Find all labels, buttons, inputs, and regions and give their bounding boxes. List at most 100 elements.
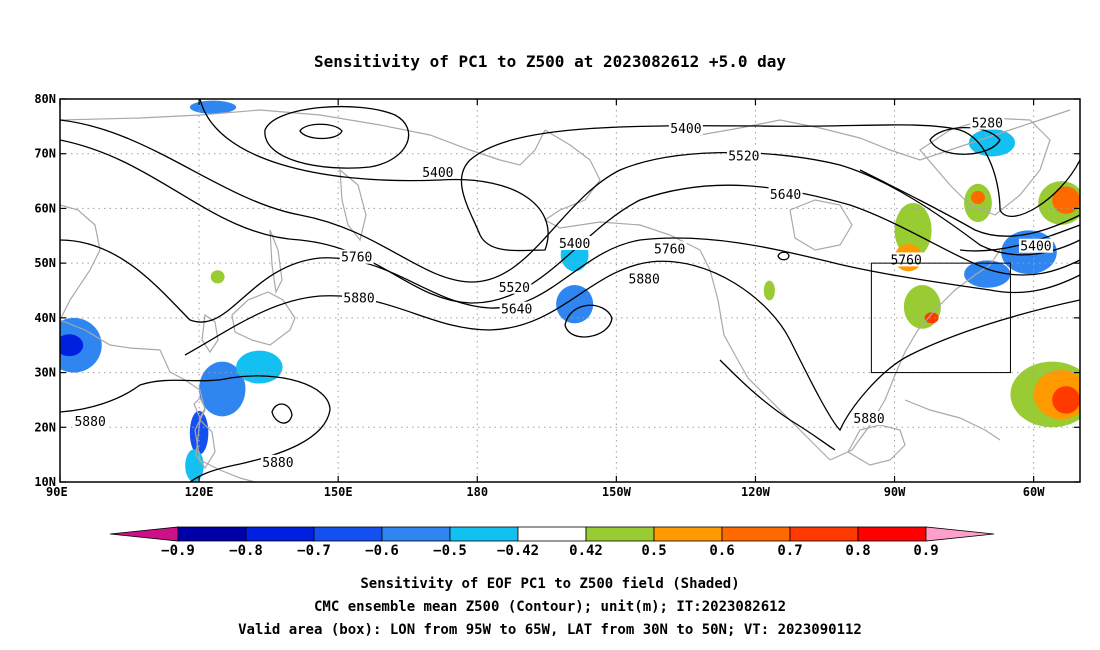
contour-inner-low: [299, 123, 343, 140]
sensitivity-patch-21: [1052, 186, 1080, 214]
contour-label: 5400: [422, 166, 453, 181]
coastline-canada-arctic: [699, 109, 1071, 161]
colorbar-box: [517, 526, 587, 542]
colorbar-label: 0.7: [777, 543, 802, 559]
x-tick-label: 90E: [46, 485, 68, 499]
coastline-siberia: [60, 109, 546, 166]
x-tick-label: 60W: [1023, 485, 1045, 499]
colorbar-box: [177, 526, 247, 542]
coastline-japan: [231, 291, 296, 346]
coastline-gulf: [847, 424, 906, 466]
y-tick-label: 80N: [34, 92, 56, 106]
sensitivity-patch-14: [894, 202, 932, 258]
contour-label-bg: [499, 301, 534, 316]
contour-small-center: [271, 403, 293, 424]
x-tick-label: 120E: [185, 485, 214, 499]
colorbar-label: 0.6: [709, 543, 734, 559]
sensitivity-patch-1: [60, 334, 84, 357]
colorbar-label: −0.6: [365, 543, 399, 559]
contour-label: 5520: [499, 281, 530, 296]
contour-5400-east: [859, 169, 1080, 237]
coastline-alaska: [543, 129, 701, 251]
contour-label-bg: [668, 121, 703, 136]
valid-area-box: [870, 262, 1011, 374]
x-tick-label: 180: [466, 485, 488, 499]
contour-label-bg: [420, 164, 455, 179]
sensitivity-patch-19: [971, 190, 985, 205]
colorbar-label: −0.8: [229, 543, 263, 559]
contour-labels: 5400 5400 5400 5280 5400 5520 5520 5640 5640 5760…: [73, 115, 1053, 471]
sensitivity-patch-26: [210, 270, 225, 284]
y-tick-label: 40N: [34, 311, 56, 325]
colorbar-box: [245, 526, 315, 542]
axes: 90E 120E 150E 180 150W 120W 90W 60W 80N 70N 60N 50N…: [34, 92, 1080, 499]
coastlines: [60, 109, 1071, 482]
colorbar-box: [721, 526, 791, 542]
contour-5280: [929, 126, 1001, 155]
x-tick-label: 150E: [324, 485, 353, 499]
sensitivity-patch-5: [185, 449, 204, 482]
coastline-eurasia: [60, 204, 101, 321]
contour-label: 5880: [853, 412, 884, 427]
figure-title: Sensitivity of PC1 to Z500 at 2023082612…: [314, 52, 786, 71]
contour-label-bg: [73, 413, 108, 428]
sensitivity-patch-2: [199, 361, 246, 417]
contour-label: 5400: [670, 122, 701, 137]
colorbar-label: 0.9: [913, 543, 938, 559]
contour-label: 5400: [1020, 240, 1051, 255]
colorbar-box: [653, 526, 723, 542]
sensitivity-patch-24: [1052, 386, 1080, 414]
coastline-taiwan: [193, 396, 206, 420]
plot-frame: [59, 98, 1081, 483]
contour-label: 5880: [343, 292, 374, 307]
colorbar-label: 0.8: [845, 543, 870, 559]
x-tick-label: 120W: [741, 485, 771, 499]
colorbar-low-arrow: [109, 526, 179, 542]
coastline-na-east: [829, 249, 1001, 461]
sensitivity-shading: [60, 100, 1080, 482]
y-tick-label: 20N: [34, 420, 56, 434]
contour-small-high: [564, 304, 613, 338]
coastline-sakhalin: [269, 229, 283, 294]
footer-line-3: Valid area (box): LON from 95W to 65W, L…: [238, 622, 862, 638]
colorbar-box: [313, 526, 383, 542]
sensitivity-patch-8: [556, 285, 594, 324]
contour-label-bg: [557, 235, 592, 250]
z500-contours: [60, 99, 1080, 482]
y-tick-label: 60N: [34, 201, 56, 215]
coastline-hudson-bay: [789, 199, 853, 251]
sensitivity-patch-25: [763, 280, 775, 301]
colorbar-label: −0.5: [433, 543, 467, 559]
contour-5400-north: [199, 99, 1080, 252]
contour-label: 5520: [728, 149, 759, 164]
contour-label-bg: [970, 115, 1005, 130]
colorbar-label: −0.42: [497, 543, 539, 559]
contour-label: 5880: [629, 273, 660, 288]
sensitivity-patch-12: [189, 100, 237, 114]
contour-5400-low: [264, 105, 410, 169]
colorbar-box: [381, 526, 451, 542]
colorbar-label: −0.9: [161, 543, 195, 559]
contour-label-bg: [652, 241, 687, 256]
contour-label-bg: [726, 148, 761, 163]
coastline-philippines: [195, 418, 216, 470]
contour-label: 5400: [559, 237, 590, 252]
colorbar-box: [449, 526, 519, 542]
coastline-korea: [201, 313, 219, 354]
coastline-na-west: [699, 249, 831, 461]
contour-label-bg: [768, 186, 803, 201]
coastline-caribbean: [904, 399, 1001, 441]
contour-label-bg: [852, 411, 887, 426]
contour-label-bg: [260, 454, 295, 469]
colorbar-label: 0.42: [569, 543, 603, 559]
contour-label: 5880: [74, 415, 105, 430]
contour-label-bg: [497, 279, 532, 294]
contour-5880: [184, 260, 1080, 432]
contour-label: 5640: [501, 303, 532, 318]
coastline-kamchatka: [339, 168, 367, 242]
contour-5880-west: [60, 375, 331, 482]
y-tick-label: 10N: [34, 475, 56, 489]
contour-label-bg: [339, 249, 374, 264]
y-tick-label: 30N: [34, 366, 56, 380]
